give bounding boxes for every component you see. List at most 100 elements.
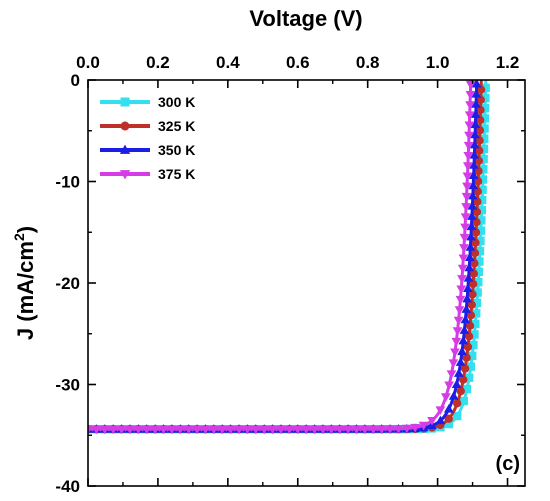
data-point bbox=[480, 124, 489, 133]
data-point bbox=[267, 425, 278, 435]
data-point bbox=[435, 406, 446, 415]
data-point bbox=[91, 425, 102, 435]
y-tick-label: -40 bbox=[55, 477, 80, 496]
data-point bbox=[462, 182, 472, 192]
data-point bbox=[465, 91, 476, 100]
data-point bbox=[292, 425, 303, 435]
data-point bbox=[183, 425, 194, 435]
y-axis-title-main: J (mA/cm bbox=[13, 241, 38, 340]
data-point bbox=[459, 396, 469, 406]
data-point bbox=[463, 283, 473, 293]
data-point bbox=[477, 205, 486, 215]
data-point bbox=[450, 348, 460, 358]
data-point bbox=[309, 425, 320, 435]
data-point bbox=[477, 216, 486, 225]
data-point bbox=[250, 425, 261, 435]
legend-marker bbox=[120, 121, 130, 131]
data-point bbox=[464, 332, 474, 341]
data-point bbox=[463, 152, 474, 161]
data-point bbox=[457, 346, 467, 356]
x-axis-title: Voltage (V) bbox=[249, 6, 362, 31]
data-point bbox=[376, 425, 387, 435]
data-point bbox=[464, 131, 474, 141]
data-point bbox=[475, 247, 485, 256]
data-point bbox=[467, 190, 478, 200]
data-point bbox=[458, 335, 469, 345]
data-point bbox=[461, 304, 472, 313]
data-point bbox=[471, 80, 482, 88]
data-point bbox=[318, 425, 328, 435]
data-point bbox=[435, 415, 446, 425]
data-point bbox=[393, 425, 404, 434]
data-point bbox=[334, 425, 345, 435]
data-point bbox=[225, 425, 236, 435]
data-point bbox=[125, 425, 135, 435]
panel-label: (c) bbox=[496, 453, 520, 475]
data-point bbox=[452, 327, 463, 336]
data-point bbox=[469, 139, 480, 149]
data-point bbox=[477, 195, 487, 205]
data-point bbox=[402, 424, 412, 434]
data-point bbox=[453, 368, 464, 377]
data-point bbox=[475, 126, 485, 135]
data-point bbox=[468, 180, 479, 190]
data-point bbox=[471, 309, 481, 318]
data-point bbox=[457, 275, 467, 284]
data-point bbox=[446, 370, 457, 379]
data-point bbox=[410, 423, 421, 433]
series-line bbox=[88, 80, 488, 431]
data-point bbox=[468, 170, 479, 180]
y-axis-title-end: ) bbox=[13, 226, 38, 233]
data-point bbox=[448, 359, 459, 368]
data-point bbox=[192, 425, 202, 435]
data-point bbox=[471, 88, 482, 98]
data-point bbox=[462, 353, 471, 362]
data-point bbox=[459, 244, 469, 253]
data-point bbox=[469, 340, 478, 350]
x-tick-label: 0.0 bbox=[76, 53, 100, 72]
data-point bbox=[242, 425, 253, 435]
data-point bbox=[441, 393, 451, 402]
data-point bbox=[466, 221, 477, 231]
data-point bbox=[133, 425, 144, 435]
data-point bbox=[108, 425, 119, 435]
data-point bbox=[200, 425, 211, 435]
data-point bbox=[467, 201, 478, 210]
x-tick-label: 0.4 bbox=[216, 53, 240, 72]
legend-marker bbox=[119, 144, 131, 154]
data-point bbox=[474, 166, 483, 176]
data-point bbox=[470, 259, 479, 268]
data-point bbox=[463, 162, 473, 171]
data-point bbox=[456, 386, 465, 396]
data-point bbox=[473, 197, 482, 206]
legend-marker bbox=[120, 97, 130, 107]
series-375-k bbox=[88, 80, 476, 435]
data-point bbox=[451, 379, 462, 389]
data-point bbox=[464, 111, 475, 120]
data-point bbox=[479, 144, 489, 154]
data-point bbox=[444, 419, 453, 429]
x-tick-label: 0.2 bbox=[146, 53, 170, 72]
data-point bbox=[474, 267, 484, 277]
data-point bbox=[479, 154, 488, 164]
y-axis-title-sup: 2 bbox=[11, 233, 27, 241]
data-point bbox=[452, 399, 462, 408]
x-tick-label: 1.2 bbox=[496, 53, 520, 72]
data-point bbox=[475, 257, 484, 266]
data-point bbox=[459, 233, 470, 243]
y-axis-title: J (mA/cm2) bbox=[11, 226, 38, 340]
data-point bbox=[459, 325, 470, 334]
data-point bbox=[427, 416, 437, 426]
data-point bbox=[217, 425, 228, 435]
data-point bbox=[465, 242, 476, 251]
data-point bbox=[479, 165, 488, 174]
data-point bbox=[478, 185, 487, 194]
data-point bbox=[471, 238, 480, 247]
data-point bbox=[473, 177, 483, 186]
data-point bbox=[456, 285, 467, 295]
data-point bbox=[481, 93, 490, 103]
data-point bbox=[460, 223, 470, 233]
data-point bbox=[458, 254, 469, 264]
data-point bbox=[463, 273, 474, 282]
